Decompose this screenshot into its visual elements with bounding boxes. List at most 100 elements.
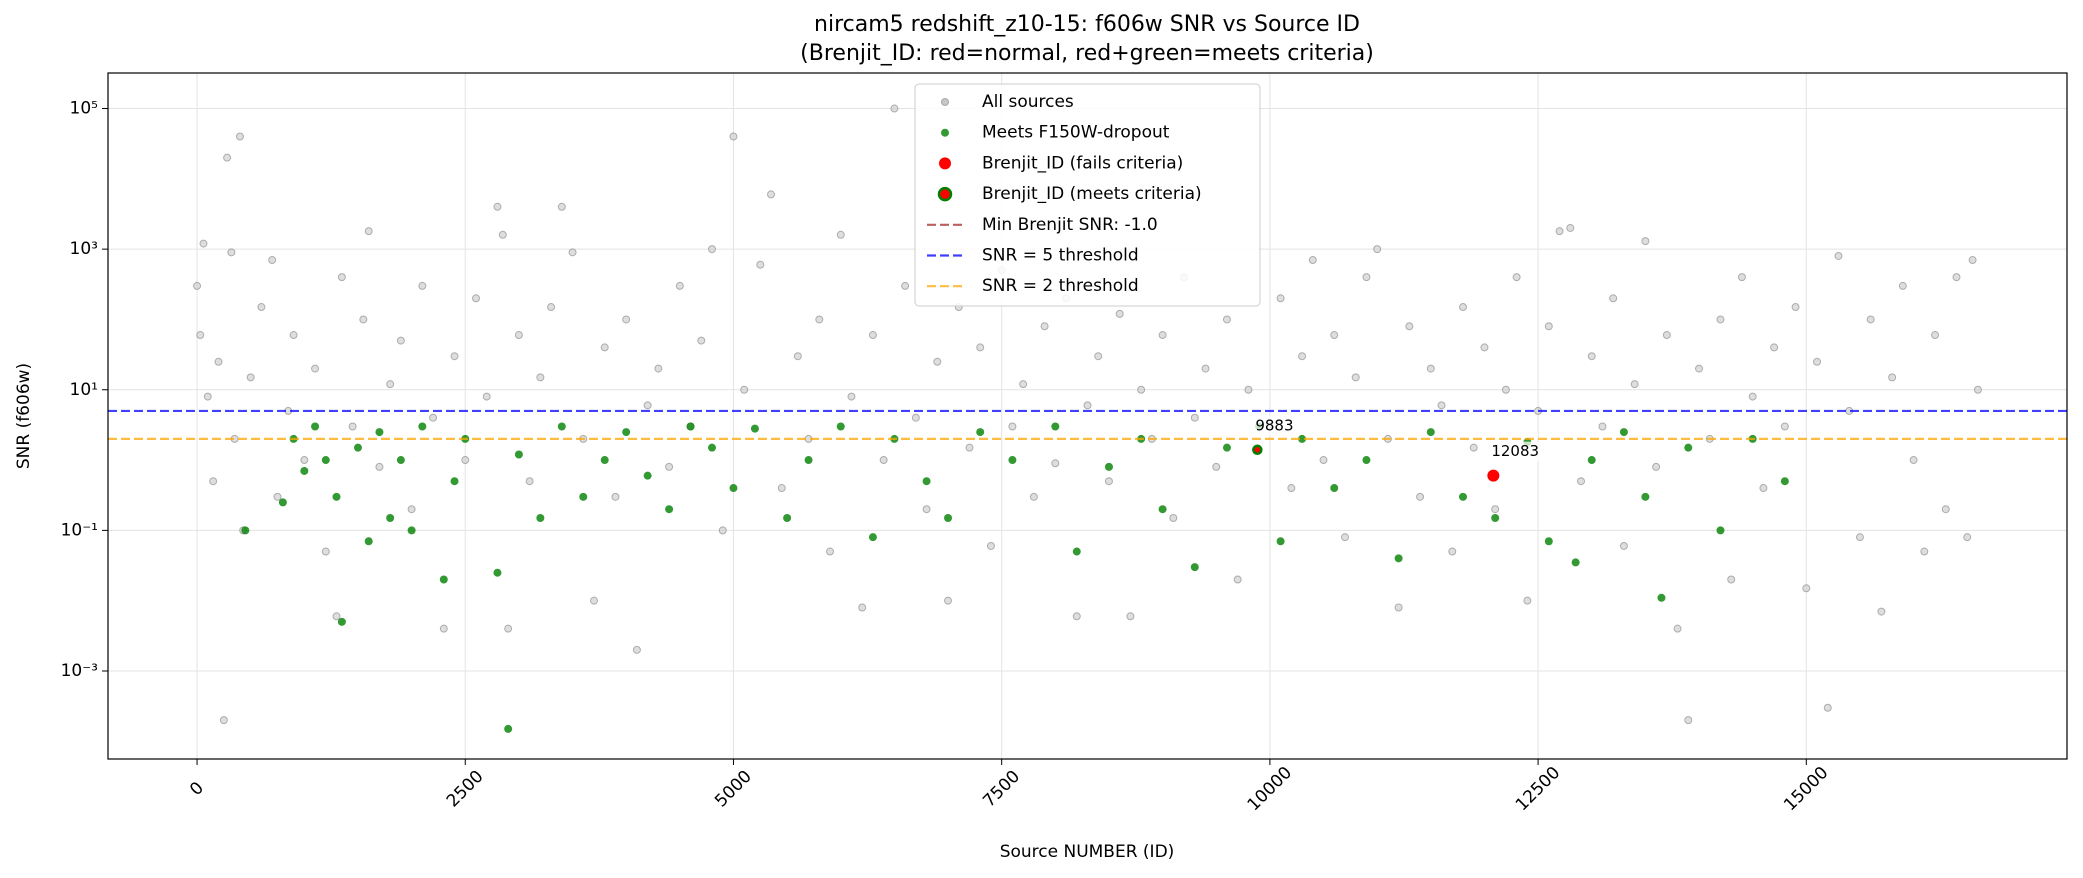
data-point: [777, 484, 786, 493]
data-point: [257, 303, 266, 312]
data-point: [1598, 422, 1607, 431]
data-point: [353, 443, 362, 452]
data-point: [1104, 477, 1113, 486]
data-point: [686, 422, 695, 431]
chart-subtitle: (Brenjit_ID: red=normal, red+green=meets…: [800, 41, 1374, 66]
data-point: [1190, 563, 1199, 572]
data-point: [219, 716, 228, 725]
data-point: [1802, 584, 1811, 593]
x-tick-label: 2500: [443, 767, 488, 812]
data-point: [1566, 223, 1575, 232]
data-point: [1619, 428, 1628, 437]
data-point: [1244, 385, 1253, 394]
data-point: [396, 456, 405, 465]
data-point: [1330, 484, 1339, 493]
data-point: [1212, 462, 1221, 471]
data-point: [1791, 303, 1800, 312]
data-point: [504, 624, 513, 633]
data-point: [493, 568, 502, 577]
data-point: [504, 724, 513, 733]
data-point: [199, 239, 208, 248]
x-tick-label: 15000: [1780, 763, 1832, 815]
legend-label: Brenjit_ID (fails criteria): [982, 153, 1183, 173]
data-point: [965, 443, 974, 452]
data-point: [933, 357, 942, 366]
data-point: [815, 315, 824, 324]
data-point: [1780, 477, 1789, 486]
data-point: [1909, 456, 1918, 465]
x-tick-label: 7500: [979, 767, 1024, 812]
data-point: [632, 645, 641, 654]
x-tick-label: 12500: [1512, 763, 1564, 815]
y-axis-label: SNR (f606w): [14, 363, 34, 469]
data-point: [568, 248, 577, 257]
point-annotation: 12083: [1491, 442, 1539, 460]
data-point: [1716, 526, 1725, 535]
data-point: [1780, 422, 1789, 431]
data-point: [348, 422, 357, 431]
data-point: [1619, 541, 1628, 550]
data-point: [890, 104, 899, 113]
data-point: [1555, 227, 1564, 236]
data-point: [600, 343, 609, 352]
data-point: [300, 466, 309, 475]
data-point: [1040, 322, 1049, 331]
data-point: [868, 331, 877, 340]
data-point: [1416, 492, 1425, 501]
legend-label: Brenjit_ID (meets criteria): [982, 184, 1202, 204]
data-point: [1523, 596, 1532, 605]
data-point: [429, 413, 438, 422]
data-point: [1405, 322, 1414, 331]
data-point: [1609, 294, 1618, 303]
data-point: [911, 413, 920, 422]
data-point: [332, 612, 341, 621]
data-point: [1373, 245, 1382, 254]
data-point: [386, 513, 395, 522]
data-point: [1480, 343, 1489, 352]
data-point: [858, 603, 867, 612]
data-point: [1115, 309, 1124, 318]
data-point: [375, 462, 384, 471]
data-point: [1641, 492, 1650, 501]
data-point: [665, 462, 674, 471]
data-point: [223, 153, 232, 162]
data-point: [665, 505, 674, 514]
data-point: [1813, 357, 1822, 366]
data-point: [922, 505, 931, 514]
data-point: [1222, 315, 1231, 324]
data-point: [450, 352, 459, 361]
data-point: [579, 492, 588, 501]
data-point: [1126, 612, 1135, 621]
data-point: [1487, 469, 1500, 482]
data-point: [756, 260, 765, 269]
data-point: [493, 202, 502, 211]
legend-box: [914, 83, 1261, 307]
x-tick-label: 0: [186, 778, 208, 800]
data-point: [1448, 547, 1457, 556]
data-point: [1298, 434, 1307, 443]
data-point: [675, 281, 684, 290]
data-point: [1340, 533, 1349, 542]
data-point: [944, 513, 953, 522]
legend-marker: [939, 157, 951, 170]
data-point: [804, 456, 813, 465]
data-point: [407, 526, 416, 535]
y-tick-label: 10³: [70, 239, 98, 259]
data-point: [944, 596, 953, 605]
data-point: [514, 450, 523, 459]
legend-marker: [937, 186, 953, 202]
data-point: [193, 281, 202, 290]
data-point: [1094, 352, 1103, 361]
data-point: [976, 428, 985, 437]
data-point: [611, 492, 620, 501]
data-point: [1437, 401, 1446, 410]
data-point: [1276, 294, 1285, 303]
data-point: [1019, 380, 1028, 389]
data-point: [461, 456, 470, 465]
data-point: [1458, 303, 1467, 312]
data-point: [1931, 331, 1940, 340]
data-point: [1587, 352, 1596, 361]
data-point: [654, 364, 663, 373]
data-point: [235, 132, 244, 141]
data-point: [1137, 385, 1146, 394]
